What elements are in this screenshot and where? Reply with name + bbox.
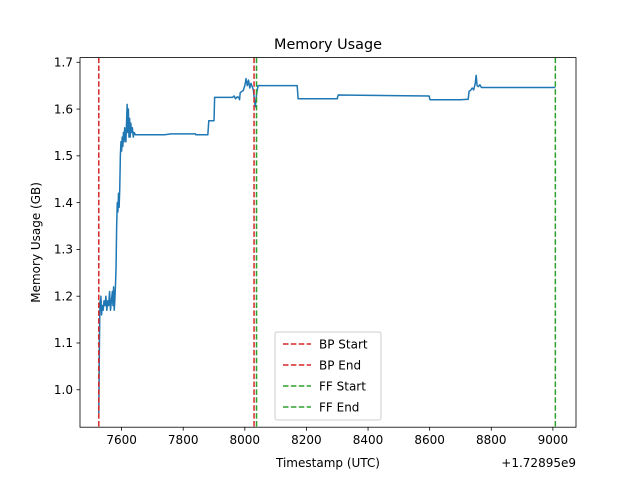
chart-title: Memory Usage: [274, 37, 382, 53]
plot-area: [79, 57, 577, 428]
vline-layer: [98, 57, 557, 428]
x-axis-title: Timestamp (UTC): [275, 456, 380, 470]
legend-label: BP End: [319, 359, 361, 373]
x-tick-label: 8600: [414, 433, 445, 447]
legend-label: FF Start: [319, 380, 366, 394]
legend-items: BP Start BP End FF Start FF End: [283, 338, 368, 415]
memory-usage-series-line: [98, 74, 556, 414]
legend-box: [274, 331, 382, 421]
plot-frame: [79, 57, 577, 428]
legend: BP Start BP End FF Start FF End: [274, 331, 382, 421]
y-tick-label: 1.1: [54, 336, 73, 350]
y-axis-title: Memory Usage (GB): [29, 182, 43, 303]
x-tick-label: 8400: [353, 433, 384, 447]
y-tick-label: 1.3: [54, 243, 73, 257]
y-tick-label: 1.6: [54, 102, 73, 116]
x-tick-label: 9000: [538, 433, 569, 447]
x-tick-label: 8800: [476, 433, 507, 447]
x-tick-label: 8000: [230, 433, 261, 447]
y-tick-label: 1.5: [54, 149, 73, 163]
x-tick-label: 7600: [106, 433, 137, 447]
y-tick-label: 1.7: [54, 55, 73, 69]
legend-label: BP Start: [319, 338, 368, 352]
y-tick-label: 1.0: [54, 383, 73, 397]
y-tick-label: 1.4: [54, 196, 73, 210]
x-axis-offset-label: +1.72895e9: [501, 456, 576, 470]
y-tick-label: 1.2: [54, 289, 73, 303]
x-axis: 7600 7800 8000 8200 8400 8600 8800 9000: [106, 427, 568, 447]
y-axis: 1.0 1.1 1.2 1.3 1.4 1.5 1.6 1.7: [54, 55, 80, 397]
series-layer: [98, 74, 556, 414]
x-tick-label: 8200: [291, 433, 322, 447]
legend-label: FF End: [319, 401, 359, 415]
x-tick-label: 7800: [168, 433, 199, 447]
